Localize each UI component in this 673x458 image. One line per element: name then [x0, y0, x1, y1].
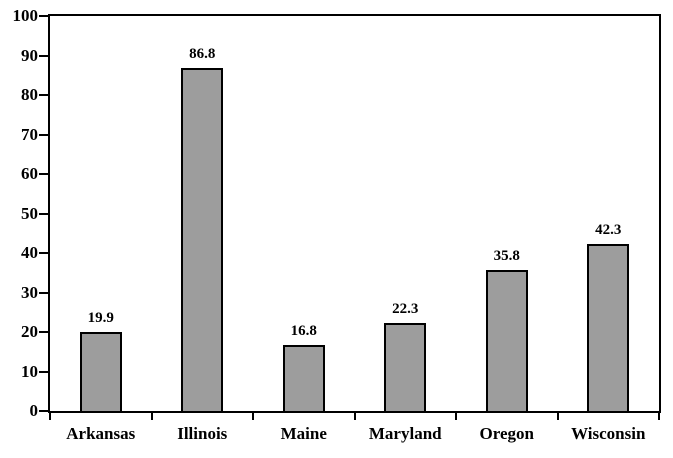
y-axis-tick — [39, 15, 48, 17]
bar — [181, 68, 224, 411]
y-axis-tick — [39, 291, 48, 294]
x-axis-category-label: Illinois — [177, 424, 228, 443]
y-axis-tick — [39, 94, 48, 96]
x-axis-tick — [49, 413, 51, 420]
y-axis-tick — [39, 54, 48, 57]
y-axis-tick-label: 40 — [21, 243, 38, 262]
bar — [384, 323, 427, 411]
y-axis-tick-label: 10 — [21, 361, 38, 381]
bar — [587, 244, 630, 411]
y-axis-tick-label: 20 — [21, 322, 38, 341]
y-axis-tick-label: 90 — [21, 45, 38, 65]
y-axis-tick-label: 100 — [12, 6, 39, 25]
x-axis-category-label: Oregon — [479, 424, 534, 443]
bar-value-label: 22.3 — [392, 301, 419, 317]
y-axis-tick — [39, 212, 48, 215]
x-axis-category-label: Maryland — [368, 424, 442, 443]
bar — [79, 332, 122, 411]
y-axis-tick-label: 70 — [21, 124, 38, 144]
y-axis-tick-label: 0 — [29, 401, 39, 420]
bar — [485, 270, 528, 411]
bar — [282, 345, 325, 411]
y-axis-tick-label: 60 — [21, 164, 38, 183]
bar-value-label: 19.9 — [87, 310, 114, 326]
x-axis-tick — [658, 413, 660, 420]
plot-area: 19.9 86.8 16.8 22.3 35.8 42.3 — [48, 14, 661, 413]
y-axis-tick — [39, 173, 48, 175]
x-axis-tick — [556, 413, 559, 420]
bar-value-label: 16.8 — [290, 323, 317, 339]
y-axis-tick-label: 80 — [21, 85, 38, 104]
bar-value-label: 42.3 — [595, 222, 622, 238]
x-axis-tick — [252, 413, 254, 420]
y-axis-tick — [39, 133, 48, 136]
x-axis-category-label: Maine — [280, 424, 327, 443]
bar-value-label: 86.8 — [189, 46, 216, 62]
y-axis-tick-label: 30 — [21, 282, 38, 302]
y-axis-tick-label: 50 — [21, 203, 38, 223]
y-axis-tick — [39, 370, 48, 373]
x-axis-tick — [353, 413, 356, 420]
x-axis-category-label: Wisconsin — [571, 424, 646, 443]
y-axis-tick — [39, 410, 48, 412]
x-axis-tick — [150, 413, 153, 420]
y-axis-tick — [39, 331, 48, 333]
y-axis-tick — [39, 252, 48, 254]
x-axis-tick — [455, 413, 457, 420]
x-axis-category-label: Arkansas — [66, 424, 136, 443]
bar-value-label: 35.8 — [493, 248, 520, 264]
